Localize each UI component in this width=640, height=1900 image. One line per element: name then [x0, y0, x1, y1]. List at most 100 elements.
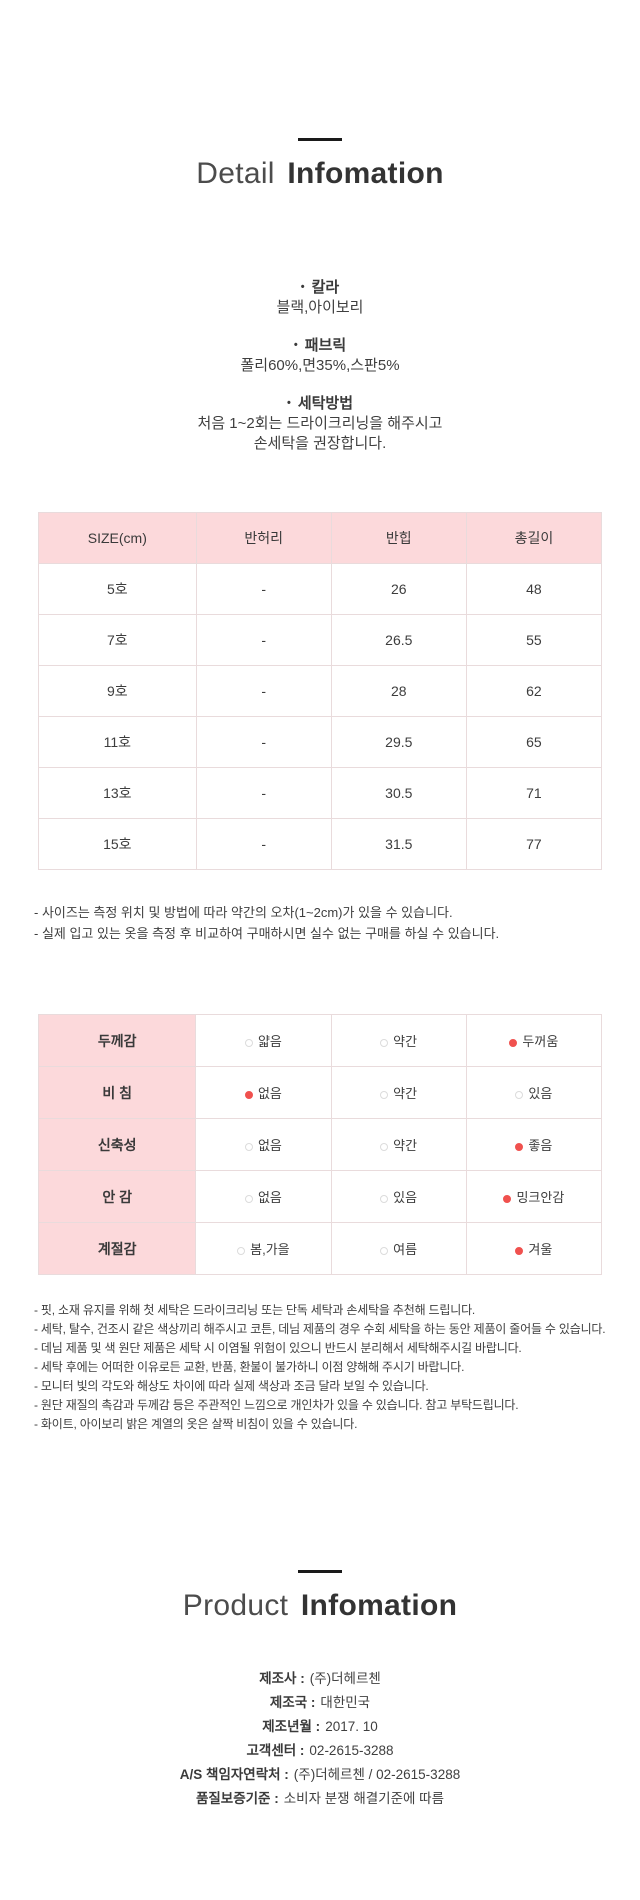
size-cell: 30.5: [330, 767, 467, 819]
feature-option-text: 약간: [393, 1138, 418, 1153]
size-cell: 5호: [38, 563, 197, 615]
feature-option-text: 약간: [393, 1086, 418, 1101]
size-cell: 9호: [38, 665, 197, 717]
section-divider-line: [298, 138, 342, 141]
feature-option: 없음: [195, 1118, 332, 1171]
size-cell: 26.5: [330, 614, 467, 666]
spec-washing: • 세탁방법 처음 1~2회는 드라이크리닝을 해주시고 손세탁을 권장합니다.: [0, 393, 640, 454]
note-line: - 화이트, 아이보리 밝은 계열의 옷은 살짝 비침이 있을 수 있습니다.: [34, 1417, 358, 1431]
size-cell: -: [195, 563, 332, 615]
radio-dot-icon: [237, 1247, 246, 1255]
feature-option-text: 있음: [393, 1190, 418, 1205]
radio-dot-icon: [244, 1091, 253, 1099]
feature-option: 약간: [330, 1118, 467, 1171]
feature-option: 있음: [465, 1066, 603, 1119]
size-table-row: 5호 - 26 48: [38, 563, 603, 615]
size-table-row: 7호 - 26.5 55: [38, 614, 603, 666]
feature-option: 밍크안감: [465, 1170, 603, 1223]
feature-row-stretch: 신축성 없음 약간 좋음: [37, 1118, 603, 1171]
size-cell: 48: [465, 563, 603, 615]
size-cell: 71: [465, 767, 603, 819]
info-label: 고객센터 :: [246, 1743, 305, 1758]
spec-color: • 칼라 블랙,아이보리: [0, 277, 640, 318]
size-cell: 26: [330, 563, 467, 615]
feature-row-sheerness: 비 침 없음 약간 있음: [37, 1066, 603, 1119]
feature-option: 겨울: [465, 1222, 603, 1275]
spec-color-value: 블랙,아이보리: [276, 299, 364, 316]
section-title-light: Detail: [196, 157, 275, 190]
detail-information-section: Detail Infomation • 칼라 블랙,아이보리 • 패브릭 폴리60%…: [0, 138, 640, 454]
info-label: 품질보증기준 :: [195, 1791, 279, 1806]
info-value: 소비자 분쟁 해결기준에 따름: [283, 1791, 445, 1806]
info-row-as-contact: A/S 책임자연락처 : (주)더헤르첸 / 02-2615-3288: [0, 1763, 640, 1787]
feature-option-text: 여름: [393, 1242, 418, 1257]
feature-option: 두꺼움: [465, 1014, 603, 1067]
spec-washing-value-line1: 처음 1~2회는 드라이크리닝을 해주시고: [197, 415, 443, 432]
radio-dot-icon: [515, 1247, 524, 1255]
bullet-icon: •: [286, 397, 291, 409]
feature-option-text: 두꺼움: [522, 1034, 559, 1049]
info-value: 02-2615-3288: [309, 1743, 394, 1758]
radio-dot-icon: [380, 1091, 389, 1099]
radio-dot-icon: [244, 1039, 253, 1047]
info-row-warranty: 품질보증기준 : 소비자 분쟁 해결기준에 따름: [0, 1787, 640, 1811]
product-section-title: Product Infomation: [0, 1587, 640, 1625]
spec-washing-label: • 세탁방법: [0, 393, 640, 414]
note-line: - 원단 재질의 촉감과 두께감 등은 주관적인 느낌으로 개인차가 있을 수 …: [34, 1398, 519, 1412]
radio-dot-icon: [503, 1195, 512, 1203]
spec-fabric: • 패브릭 폴리60%,면35%,스판5%: [0, 335, 640, 376]
size-cell: 15호: [38, 818, 197, 870]
feature-option-text: 약간: [393, 1034, 418, 1049]
radio-dot-icon: [509, 1039, 518, 1047]
size-table-row: 11호 - 29.5 65: [38, 716, 603, 768]
size-table-header-cell: SIZE(cm): [38, 512, 197, 564]
size-cell: 65: [465, 716, 603, 768]
info-row-customer-center: 고객센터 : 02-2615-3288: [0, 1739, 640, 1763]
feature-option: 없음: [195, 1066, 332, 1119]
feature-option: 없음: [195, 1170, 332, 1223]
radio-dot-icon: [515, 1143, 524, 1151]
feature-option-text: 없음: [257, 1086, 282, 1101]
size-cell: 13호: [38, 767, 197, 819]
note-line: - 핏, 소재 유지를 위해 첫 세탁은 드라이크리닝 또는 단독 세탁과 손세…: [34, 1303, 476, 1317]
size-cell: -: [195, 614, 332, 666]
feature-label: 비 침: [37, 1066, 197, 1119]
size-table: SIZE(cm) 반허리 반힙 총길이 5호 - 26 48 7호 - 26.5…: [38, 512, 603, 870]
spec-fabric-label: • 패브릭: [0, 335, 640, 356]
feature-option-text: 봄,가을: [250, 1242, 290, 1257]
section-title-bold: Infomation: [287, 157, 444, 190]
spec-fabric-value: 폴리60%,면35%,스판5%: [240, 357, 400, 374]
size-cell: 28: [330, 665, 467, 717]
note-line: - 세탁 후에는 어떠한 이유로든 교환, 반품, 환불이 불가하니 이점 양해…: [34, 1360, 465, 1374]
size-cell: -: [195, 665, 332, 717]
product-info-list: 제조사 : (주)더헤르첸 제조국 : 대한민국 제조년월 : 2017. 10 고객…: [0, 1667, 640, 1811]
feature-label: 계절감: [37, 1222, 197, 1275]
info-value: 대한민국: [320, 1695, 371, 1710]
info-row-country: 제조국 : 대한민국: [0, 1691, 640, 1715]
feature-option: 약간: [330, 1014, 467, 1067]
info-row-date: 제조년월 : 2017. 10: [0, 1715, 640, 1739]
detail-section-title: Detail Infomation: [0, 155, 640, 193]
info-label: 제조사 :: [259, 1671, 305, 1686]
size-table-row: 15호 - 31.5 77: [38, 818, 603, 870]
feature-option-text: 있음: [528, 1086, 553, 1101]
spec-label-text: 칼라: [311, 279, 340, 296]
feature-option: 있음: [330, 1170, 467, 1223]
feature-option: 봄,가을: [195, 1222, 332, 1275]
feature-option-text: 좋음: [528, 1138, 553, 1153]
size-cell: -: [195, 818, 332, 870]
feature-row-season: 계절감 봄,가을 여름 겨울: [37, 1222, 603, 1275]
spec-label-text: 세탁방법: [297, 395, 354, 412]
info-value: 2017. 10: [325, 1719, 378, 1734]
info-label: A/S 책임자연락처 :: [179, 1767, 289, 1782]
radio-dot-icon: [380, 1195, 389, 1203]
size-cell: 11호: [38, 716, 197, 768]
radio-dot-icon: [380, 1143, 389, 1151]
size-cell: -: [195, 767, 332, 819]
bullet-icon: •: [293, 339, 298, 351]
info-label: 제조국 :: [269, 1695, 316, 1710]
radio-dot-icon: [244, 1143, 253, 1151]
info-value: (주)더헤르첸: [309, 1671, 381, 1686]
care-notes: - 핏, 소재 유지를 위해 첫 세탁은 드라이크리닝 또는 단독 세탁과 손세…: [34, 1301, 606, 1434]
